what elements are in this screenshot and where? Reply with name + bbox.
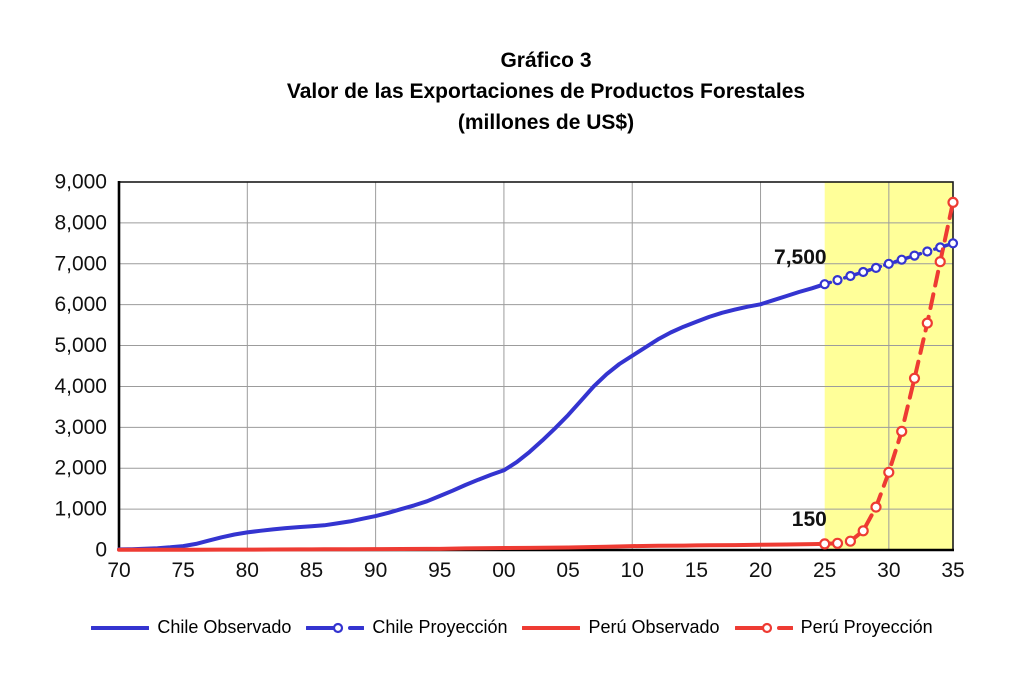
series-marker-per-proyecci-n <box>921 317 933 329</box>
series-marker-chile-proyecci-n <box>819 279 830 290</box>
x-tick-label: 90 <box>364 559 387 582</box>
x-tick-label: 95 <box>428 559 451 582</box>
series-marker-chile-proyecci-n <box>832 275 843 286</box>
x-tick-label: 00 <box>492 559 515 582</box>
x-tick-label: 70 <box>107 559 130 582</box>
x-tick-label: 20 <box>749 559 772 582</box>
x-tick-label: 05 <box>556 559 579 582</box>
series-marker-per-proyecci-n <box>844 535 857 547</box>
legend-line-sample-per-observado <box>522 625 581 630</box>
x-tick-label: 15 <box>685 559 708 582</box>
series-marker-per-proyecci-n <box>908 372 921 384</box>
series-marker-per-proyecci-n <box>819 538 831 550</box>
series-line-per-observado <box>117 541 827 552</box>
chart-legend: Chile Observado Chile Proyección Perú Obse… <box>0 617 1024 638</box>
series-marker-chile-proyecci-n <box>922 246 933 257</box>
series-marker-chile-proyecci-n <box>947 238 959 249</box>
series-marker-chile-proyecci-n <box>909 250 920 261</box>
legend-item-per-proyecci-n: Perú Proyección <box>734 617 933 638</box>
y-tick-label: 9,000 <box>54 171 107 194</box>
y-tick-label: 5,000 <box>54 334 107 357</box>
legend-item-per-observado: Perú Observado <box>522 617 720 638</box>
legend-item-chile-proyecci-n: Chile Proyección <box>306 617 507 638</box>
y-tick-label: 0 <box>95 539 107 562</box>
series-marker-per-proyecci-n <box>831 537 844 549</box>
series-line-chile-observado <box>117 282 827 552</box>
y-tick-label: 2,000 <box>54 457 107 480</box>
data-label-150: 150 <box>792 508 827 531</box>
x-tick-label: 35 <box>941 559 964 582</box>
series-marker-per-proyecci-n <box>947 196 959 208</box>
x-tick-label: 30 <box>877 559 900 582</box>
legend-marker-circle <box>333 622 344 633</box>
chart-title-line3: (millones de US$) <box>457 111 635 134</box>
y-tick-label: 6,000 <box>54 293 107 316</box>
series-marker-chile-proyecci-n <box>870 262 882 273</box>
data-label-7-500: 7,500 <box>774 246 827 269</box>
series-marker-per-proyecci-n <box>934 256 946 268</box>
legend-label: Chile Observado <box>157 617 292 637</box>
legend-label: Perú Observado <box>588 617 720 637</box>
x-tick-label: 80 <box>236 559 259 582</box>
series-marker-chile-proyecci-n <box>845 270 856 282</box>
legend-marker-circle <box>761 622 772 633</box>
y-tick-label: 3,000 <box>54 416 107 439</box>
legend-item-chile-observado: Chile Observado <box>91 617 291 638</box>
legend-line-sample-chile-observado <box>91 625 150 630</box>
chart-title-line2: Valor de las Exportaciones de Productos … <box>286 80 806 103</box>
y-tick-label: 4,000 <box>54 375 107 398</box>
series-marker-per-proyecci-n <box>883 466 895 478</box>
x-tick-label: 85 <box>300 559 323 582</box>
legend-label: Perú Proyección <box>800 617 933 637</box>
legend-line-sample-chile-proyecci-n <box>306 622 365 633</box>
series-marker-per-proyecci-n <box>870 501 882 513</box>
y-tick-label: 1,000 <box>54 498 107 521</box>
x-tick-label: 10 <box>621 559 644 582</box>
chart-title-block: Gráfico 3 Valor de las Exportaciones de … <box>70 45 1022 138</box>
chart-svg: 70 75 80 85 90 95 00 05 10 15 20 25 30 35 0 1,000 2,000 3… <box>54 171 964 583</box>
y-tick-label: 7,000 <box>54 252 107 275</box>
legend-label: Chile Proyección <box>372 617 508 637</box>
series-marker-chile-proyecci-n <box>896 254 907 265</box>
series-marker-per-proyecci-n <box>857 525 869 537</box>
x-tick-label: 75 <box>171 559 194 582</box>
series-marker-chile-proyecci-n <box>858 266 869 278</box>
legend-line-sample-per-proyecci-n <box>734 622 793 633</box>
x-tick-label: 25 <box>813 559 836 582</box>
y-tick-label: 8,000 <box>54 211 107 234</box>
series-marker-per-proyecci-n <box>896 425 908 437</box>
chart-title-line1: Gráfico 3 <box>500 49 592 72</box>
series-marker-chile-proyecci-n <box>883 258 894 269</box>
